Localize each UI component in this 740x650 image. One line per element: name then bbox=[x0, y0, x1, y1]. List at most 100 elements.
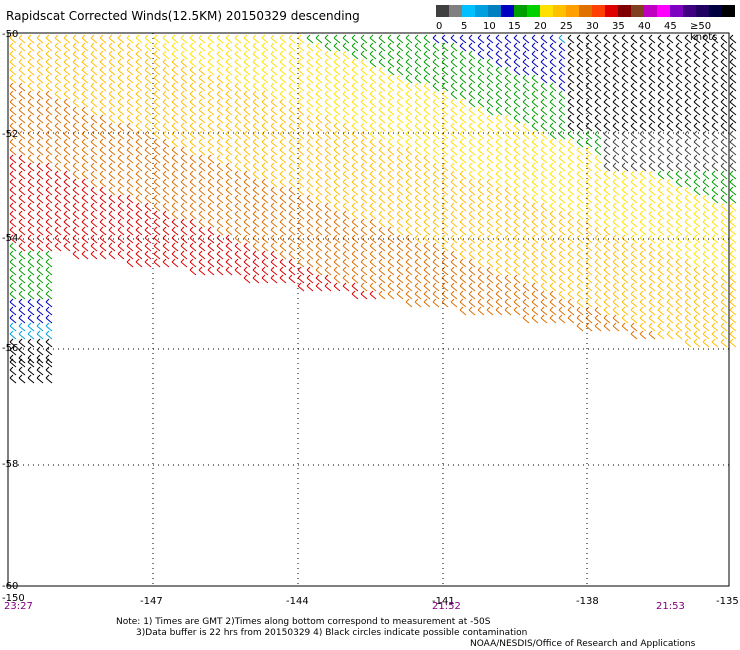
wind-barb bbox=[648, 138, 656, 148]
wind-barb bbox=[513, 218, 521, 228]
wind-barb bbox=[342, 202, 350, 212]
wind-barb bbox=[243, 114, 251, 124]
wind-barb bbox=[657, 178, 665, 188]
wind-barb bbox=[531, 266, 539, 276]
lon-label: -144 bbox=[286, 596, 309, 607]
wind-barb bbox=[603, 234, 611, 244]
wind-barb bbox=[162, 186, 170, 196]
wind-barb bbox=[387, 114, 395, 124]
wind-barb bbox=[297, 82, 305, 92]
wind-barb bbox=[639, 50, 647, 60]
wind-barb bbox=[720, 50, 728, 60]
wind-barb bbox=[90, 250, 98, 260]
wind-barb bbox=[81, 98, 89, 108]
wind-barb bbox=[603, 290, 611, 300]
wind-barb bbox=[603, 58, 611, 68]
wind-barb bbox=[603, 106, 611, 116]
wind-barb bbox=[324, 226, 332, 236]
wind-barb bbox=[342, 50, 350, 60]
wind-barb bbox=[468, 186, 476, 196]
wind-barb bbox=[27, 330, 35, 340]
wind-barb bbox=[198, 234, 206, 244]
wind-barb bbox=[90, 122, 98, 132]
wind-barb bbox=[36, 66, 44, 76]
wind-barb bbox=[369, 114, 377, 124]
wind-barb bbox=[396, 106, 404, 116]
wind-barb bbox=[63, 122, 71, 132]
legend-swatch bbox=[670, 5, 683, 17]
wind-barb bbox=[216, 34, 224, 44]
wind-barb bbox=[333, 42, 341, 52]
wind-barb bbox=[675, 298, 683, 308]
wind-barb bbox=[576, 106, 584, 116]
wind-barb bbox=[171, 90, 179, 100]
wind-barb bbox=[612, 154, 620, 164]
wind-barb bbox=[576, 186, 584, 196]
wind-barb bbox=[234, 130, 242, 140]
wind-barb bbox=[648, 42, 656, 52]
wind-barb bbox=[333, 266, 341, 276]
wind-barb bbox=[198, 202, 206, 212]
wind-barb bbox=[297, 138, 305, 148]
wind-barb bbox=[144, 90, 152, 100]
wind-barb bbox=[126, 258, 134, 268]
wind-barb bbox=[261, 138, 269, 148]
wind-barb bbox=[621, 250, 629, 260]
wind-barb bbox=[225, 218, 233, 228]
wind-barb bbox=[81, 34, 89, 44]
wind-barb bbox=[603, 258, 611, 268]
wind-barb bbox=[459, 82, 467, 92]
wind-barb bbox=[639, 90, 647, 100]
wind-barb bbox=[432, 146, 440, 156]
wind-barb bbox=[234, 98, 242, 108]
wind-barb bbox=[243, 82, 251, 92]
wind-barb bbox=[567, 50, 575, 60]
wind-barb bbox=[360, 50, 368, 60]
wind-barb bbox=[450, 162, 458, 172]
wind-barb bbox=[711, 130, 719, 140]
wind-barb bbox=[153, 66, 161, 76]
wind-barb bbox=[594, 282, 602, 292]
wind-barb bbox=[27, 186, 35, 196]
wind-barb bbox=[162, 98, 170, 108]
wind-barb bbox=[342, 122, 350, 132]
wind-barb bbox=[99, 114, 107, 124]
wind-barb bbox=[144, 226, 152, 236]
wind-barb bbox=[486, 162, 494, 172]
wind-barb bbox=[675, 250, 683, 260]
wind-barb bbox=[693, 234, 701, 244]
wind-barb bbox=[603, 42, 611, 52]
wind-barb bbox=[261, 162, 269, 172]
wind-barb bbox=[72, 146, 80, 156]
wind-barb bbox=[522, 50, 530, 60]
wind-barb bbox=[171, 42, 179, 52]
wind-barb bbox=[549, 58, 557, 68]
wind-barb bbox=[378, 130, 386, 140]
wind-barb bbox=[369, 274, 377, 284]
wind-barb bbox=[567, 250, 575, 260]
wind-barb bbox=[369, 258, 377, 268]
wind-barb bbox=[477, 266, 485, 276]
wind-barb bbox=[711, 82, 719, 92]
wind-barb bbox=[513, 82, 521, 92]
wind-barb bbox=[558, 130, 566, 140]
wind-barb bbox=[603, 170, 611, 180]
wind-barb bbox=[126, 226, 134, 236]
wind-barb bbox=[72, 210, 80, 220]
wind-barb bbox=[252, 34, 260, 44]
wind-barb bbox=[99, 106, 107, 116]
wind-barb bbox=[486, 250, 494, 260]
wind-barb bbox=[171, 258, 179, 268]
wind-barb bbox=[270, 50, 278, 60]
wind-barb bbox=[180, 106, 188, 116]
wind-barb bbox=[729, 42, 737, 52]
wind-barb bbox=[162, 210, 170, 220]
wind-barb bbox=[36, 354, 44, 364]
wind-barb bbox=[432, 98, 440, 108]
wind-barb bbox=[351, 186, 359, 196]
wind-barb bbox=[333, 202, 341, 212]
wind-barb bbox=[72, 98, 80, 108]
wind-barb bbox=[333, 82, 341, 92]
wind-barb bbox=[207, 90, 215, 100]
wind-barb bbox=[144, 202, 152, 212]
